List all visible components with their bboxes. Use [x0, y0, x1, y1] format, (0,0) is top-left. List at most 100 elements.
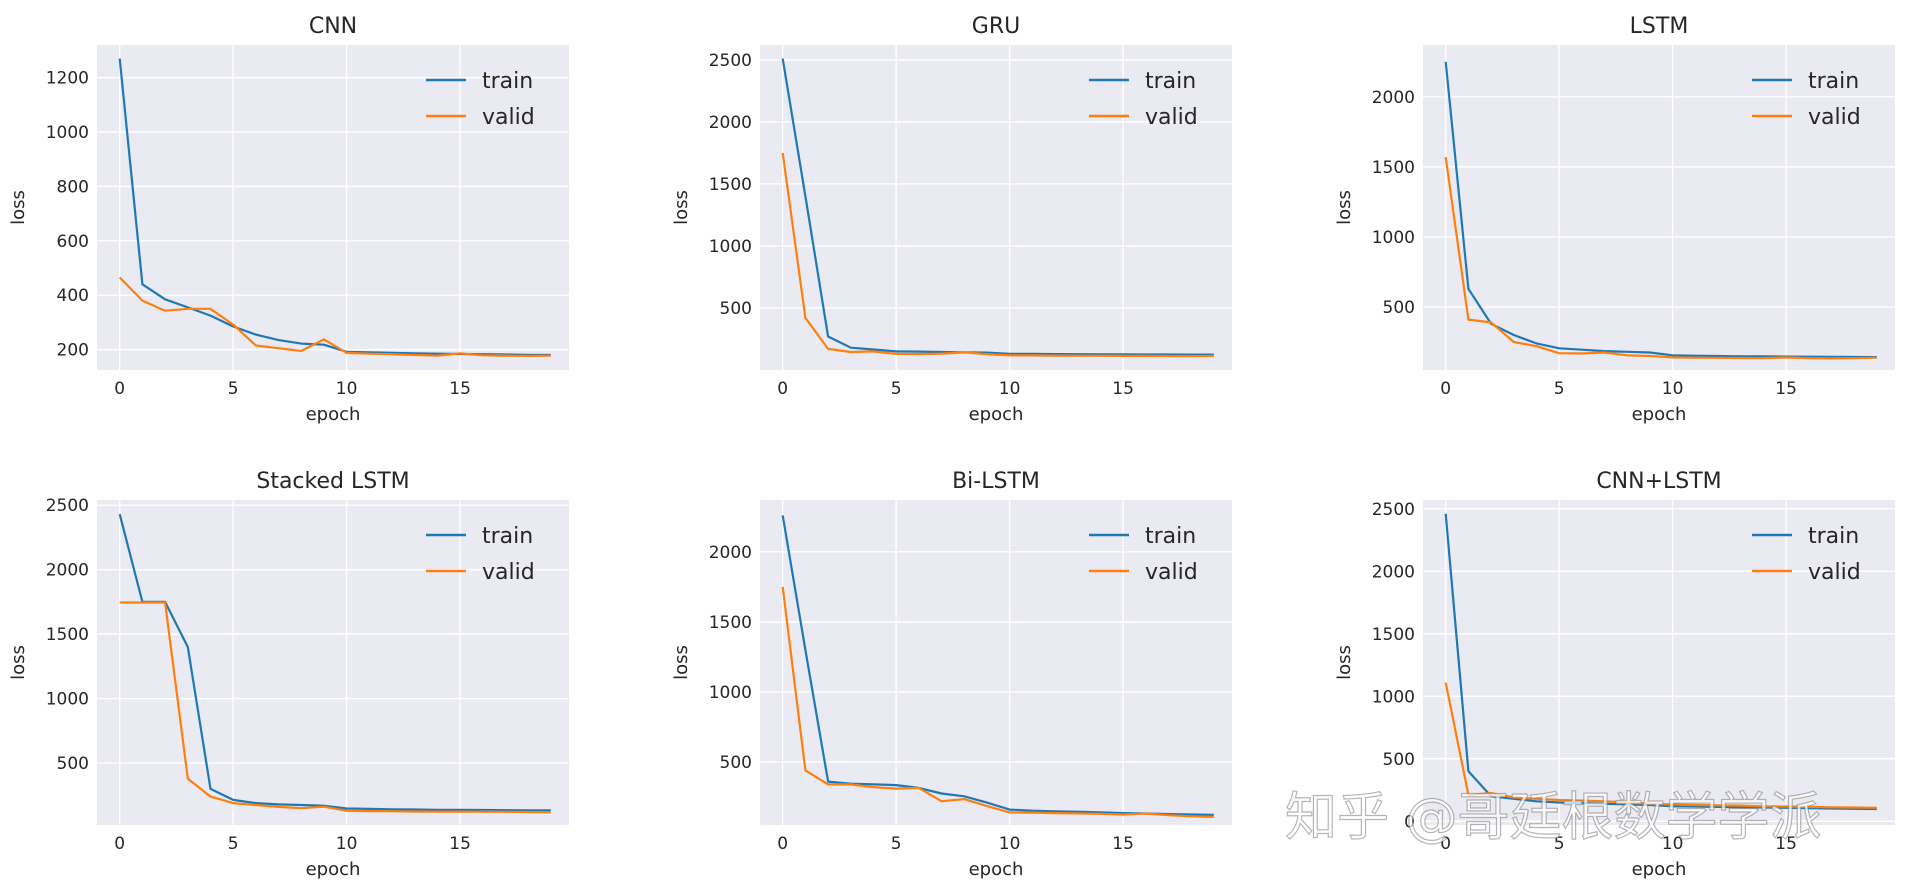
y-tick-label: 1500 [1372, 158, 1415, 178]
subplot-title: GRU [972, 14, 1020, 39]
y-tick-label: 2500 [46, 496, 89, 516]
y-tick-label: 2000 [1372, 562, 1415, 582]
x-tick-label: 10 [1662, 379, 1684, 399]
legend-label-valid: valid [1808, 105, 1861, 130]
x-tick-label: 10 [999, 834, 1021, 854]
legend: train valid [1752, 524, 1861, 585]
y-tick-label: 1000 [46, 123, 89, 143]
x-tick-label: 15 [449, 834, 471, 854]
y-tick-label: 1000 [1372, 687, 1415, 707]
series-line-train [118, 513, 551, 812]
subplot-title: CNN [309, 14, 357, 39]
y-axis-label: loss [8, 190, 29, 225]
legend-label-valid: valid [482, 560, 535, 585]
y-axis-label: loss [671, 645, 692, 680]
legend-label-train: train [482, 69, 533, 94]
plot-area [97, 45, 569, 370]
series-line-valid [119, 601, 551, 814]
subplot-4: 0 5 10 15 500 1000 1500 2000 Bi-LSTM epoch loss tra… [671, 469, 1232, 880]
x-tick-label: 5 [1554, 834, 1565, 854]
x-tick-label: 15 [1112, 834, 1134, 854]
y-tick-label: 500 [720, 299, 752, 319]
subplot-title: CNN+LSTM [1596, 469, 1721, 494]
legend-label-valid: valid [482, 105, 535, 130]
legend-label-train: train [1145, 69, 1196, 94]
x-tick-label: 0 [1440, 834, 1451, 854]
y-tick-label: 1500 [709, 613, 752, 633]
legend-label-valid: valid [1808, 560, 1861, 585]
y-tick-label: 800 [57, 177, 89, 197]
y-tick-label: 500 [57, 754, 89, 774]
plot-area [1423, 500, 1895, 825]
series-line-train [1444, 61, 1877, 359]
x-tick-label: 5 [228, 834, 239, 854]
subplot-1: 0 5 10 15 500 1000 1500 2000 2500 GRU epoch loss tra… [671, 14, 1232, 425]
legend-label-train: train [1145, 524, 1196, 549]
y-tick-label: 2500 [709, 51, 752, 71]
series-line-train [781, 58, 1214, 356]
x-axis-label: epoch [306, 859, 361, 880]
y-tick-label: 600 [57, 232, 89, 252]
subplot-3: 0 5 10 15 500 1000 1500 2000 2500 Stacked LSTM epo… [8, 469, 569, 880]
y-tick-label: 2000 [709, 543, 752, 563]
plot-area [760, 500, 1232, 825]
x-tick-label: 15 [1775, 379, 1797, 399]
x-tick-label: 0 [114, 379, 125, 399]
subplot-title: Stacked LSTM [256, 469, 409, 494]
y-tick-label: 1500 [46, 625, 89, 645]
subplot-title: LSTM [1630, 14, 1689, 39]
legend-label-train: train [1808, 524, 1859, 549]
x-axis-label: epoch [969, 404, 1024, 425]
x-tick-label: 5 [228, 379, 239, 399]
plot-area [97, 500, 569, 825]
legend: train valid [426, 524, 535, 585]
legend: train valid [1089, 69, 1198, 130]
subplot-0: 0 5 10 15 200 400 600 800 1000 1200 CNN epoch loss tr… [8, 14, 569, 425]
y-tick-label: 1500 [1372, 625, 1415, 645]
y-tick-label: 2000 [46, 561, 89, 581]
y-tick-label: 500 [1383, 750, 1415, 770]
y-tick-label: 400 [57, 286, 89, 306]
y-tick-label: 1000 [709, 683, 752, 703]
y-tick-label: 1000 [709, 237, 752, 257]
series-line-valid [118, 276, 551, 357]
legend: train valid [1752, 69, 1861, 130]
subplot-2: 0 5 10 15 500 1000 1500 2000 LSTM epoch loss train v… [1334, 14, 1895, 425]
x-axis-label: epoch [306, 404, 361, 425]
series-line-valid [781, 586, 1214, 818]
legend-label-valid: valid [1145, 105, 1198, 130]
x-tick-label: 10 [999, 379, 1021, 399]
subplot-5: 0 5 10 15 0 500 1000 1500 2000 2500 CNN+LSTM epoch l… [1334, 469, 1895, 880]
plot-area [1423, 45, 1895, 370]
legend-label-train: train [1808, 69, 1859, 94]
x-tick-label: 15 [1775, 834, 1797, 854]
subplot-title: Bi-LSTM [952, 469, 1040, 494]
y-tick-label: 200 [57, 341, 89, 361]
x-tick-label: 5 [891, 379, 902, 399]
legend-label-valid: valid [1145, 560, 1198, 585]
y-tick-label: 2500 [1372, 500, 1415, 520]
x-tick-label: 15 [449, 379, 471, 399]
x-tick-label: 5 [1554, 379, 1565, 399]
series-line-valid [781, 152, 1214, 358]
x-axis-label: epoch [1632, 859, 1687, 880]
legend-label-train: train [482, 524, 533, 549]
series-line-valid [1444, 682, 1877, 809]
x-tick-label: 10 [336, 379, 358, 399]
y-tick-label: 2000 [1372, 88, 1415, 108]
watermark-text: 知乎 @哥廷根数学学派 [1285, 788, 1822, 848]
y-tick-label: 2000 [709, 113, 752, 133]
y-axis-label: loss [671, 190, 692, 225]
y-tick-label: 1000 [46, 690, 89, 710]
legend: train valid [1089, 524, 1198, 585]
x-tick-label: 15 [1112, 379, 1134, 399]
y-tick-label: 500 [1383, 298, 1415, 318]
x-tick-label: 0 [777, 834, 788, 854]
x-tick-label: 0 [1440, 379, 1451, 399]
y-tick-label: 1200 [46, 69, 89, 89]
y-axis-label: loss [8, 645, 29, 680]
x-tick-label: 0 [777, 379, 788, 399]
x-tick-label: 10 [1662, 834, 1684, 854]
legend: train valid [426, 69, 535, 130]
